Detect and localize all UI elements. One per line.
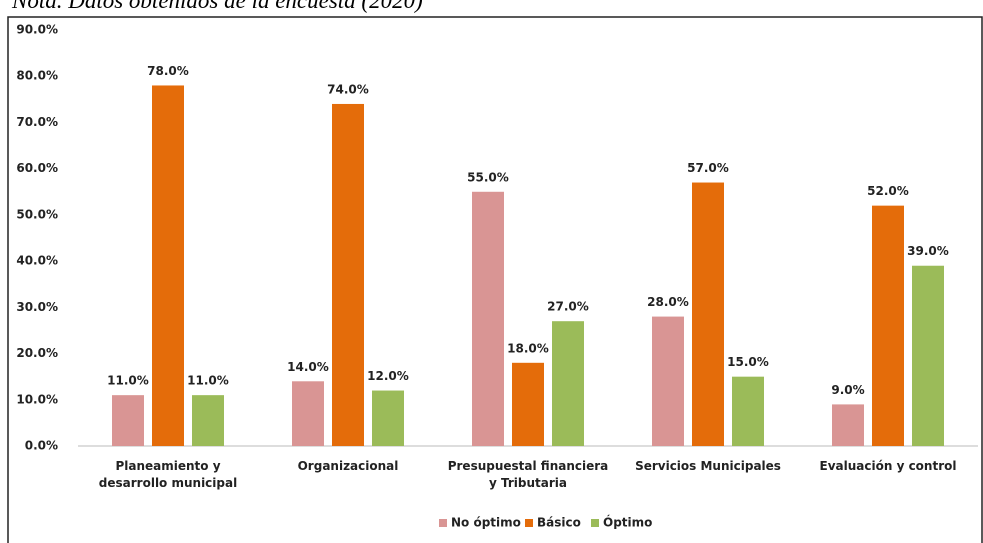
- bar: [332, 103, 364, 446]
- data-label: 55.0%: [467, 170, 509, 184]
- data-label: 11.0%: [107, 374, 149, 388]
- data-label: 9.0%: [831, 383, 864, 397]
- bar: [292, 381, 324, 446]
- y-tick-label: 20.0%: [16, 346, 58, 360]
- bar: [872, 205, 904, 446]
- y-tick-label: 70.0%: [16, 115, 58, 129]
- bar: [372, 390, 404, 446]
- y-tick-label: 0.0%: [25, 439, 58, 453]
- bar: [472, 191, 504, 446]
- data-label: 78.0%: [147, 64, 189, 78]
- x-tick-label: Organizacional: [297, 459, 399, 473]
- bar: [112, 395, 144, 446]
- legend-label: Básico: [537, 516, 581, 530]
- legend-swatch: [525, 519, 533, 527]
- bar: [192, 395, 224, 446]
- data-label: 57.0%: [687, 161, 729, 175]
- data-label: 14.0%: [287, 360, 329, 374]
- bar: [512, 362, 544, 446]
- data-label: 12.0%: [367, 369, 409, 383]
- bar: [552, 321, 584, 446]
- note: Nota. Datos obtenidos de la encuesta (20…: [12, 0, 423, 13]
- y-tick-label: 10.0%: [16, 392, 58, 406]
- x-tick-label: Presupuestal financiera y Tributaria: [447, 459, 609, 490]
- y-tick-label: 90.0%: [16, 23, 58, 37]
- bar: [732, 376, 764, 446]
- data-label: 15.0%: [727, 355, 769, 369]
- y-tick-label: 50.0%: [16, 207, 58, 221]
- legend-swatch: [439, 519, 447, 527]
- x-tick-label: Planeamiento y desarrollo municipal: [98, 459, 238, 490]
- chart-frame: [7, 16, 983, 543]
- data-label: 18.0%: [507, 341, 549, 355]
- legend-label: Óptimo: [603, 515, 652, 530]
- x-tick-label: Evaluación y control: [819, 459, 957, 473]
- y-tick-label: 80.0%: [16, 69, 58, 83]
- data-label: 52.0%: [867, 184, 909, 198]
- legend-swatch: [591, 519, 599, 527]
- data-label: 39.0%: [907, 244, 949, 258]
- y-tick-label: 30.0%: [16, 300, 58, 314]
- x-tick-label: Servicios Municipales: [635, 459, 781, 473]
- data-label: 74.0%: [327, 82, 369, 96]
- data-label: 11.0%: [187, 374, 229, 388]
- data-label: 28.0%: [647, 295, 689, 309]
- y-tick-label: 40.0%: [16, 254, 58, 268]
- bar: [152, 85, 184, 446]
- bar: [832, 404, 864, 446]
- legend-label: No óptimo: [451, 516, 521, 530]
- data-label: 27.0%: [547, 300, 589, 314]
- bar: [692, 182, 724, 447]
- bar: [652, 316, 684, 446]
- bar: [912, 265, 944, 446]
- y-tick-label: 60.0%: [16, 161, 58, 175]
